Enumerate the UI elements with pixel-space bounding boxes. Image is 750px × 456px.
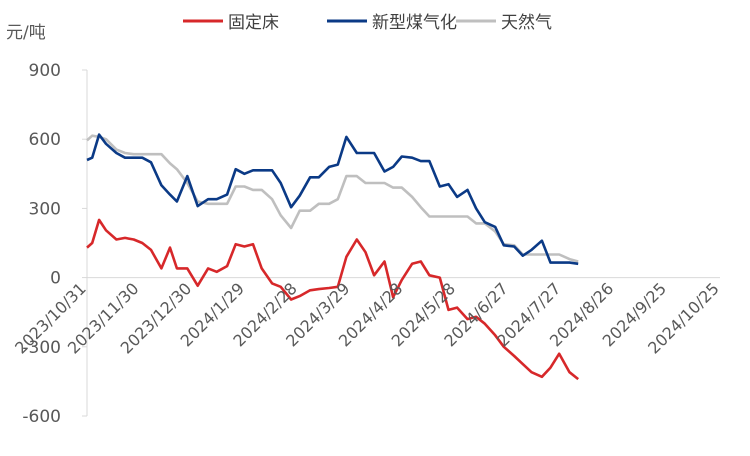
y-tick-label: 900 xyxy=(29,61,61,81)
y-tick-label: -300 xyxy=(22,338,61,358)
legend-label-0: 固定床 xyxy=(228,13,279,33)
series-line-0 xyxy=(86,218,580,381)
y-tick-label: -600 xyxy=(22,407,61,427)
series-group xyxy=(86,133,580,381)
y-unit-label: 元/吨 xyxy=(6,23,46,43)
y-tick-labels: 900 600 300 0 -300 -600 xyxy=(22,61,87,427)
y-tick-label: 600 xyxy=(29,130,61,150)
series-line-2 xyxy=(86,134,579,263)
legend-label-2: 天然气 xyxy=(501,13,552,33)
series-line-1 xyxy=(86,133,579,266)
y-tick-label: 300 xyxy=(29,199,61,219)
legend: 固定床 新型煤气化 天然气 xyxy=(183,13,552,33)
legend-label-1: 新型煤气化 xyxy=(372,13,457,33)
x-tick-labels: 2023/10/312023/11/302023/12/302024/1/292… xyxy=(11,279,723,358)
y-tick-label: 0 xyxy=(50,269,61,289)
